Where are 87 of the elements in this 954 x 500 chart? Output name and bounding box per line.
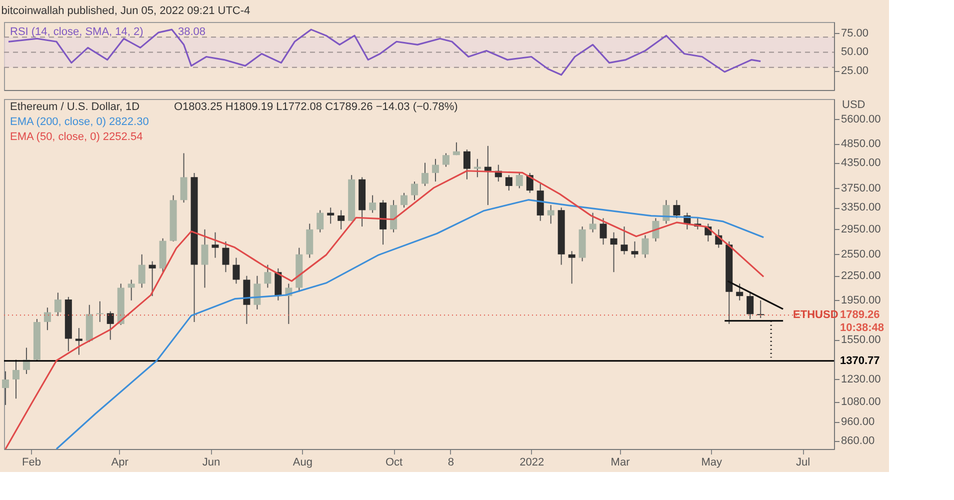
x-tick-label: Jul	[796, 456, 810, 468]
candlestick	[600, 218, 607, 246]
candlestick	[411, 181, 418, 201]
text: EMA (200, close, 0) 2822.30	[10, 116, 149, 128]
candlestick	[232, 257, 240, 284]
x-tick-label: May	[701, 456, 723, 468]
x-tick-label: Oct	[385, 456, 403, 468]
candlestick	[568, 250, 576, 284]
candlestick	[642, 234, 649, 258]
candlestick	[400, 192, 408, 208]
candlestick	[547, 204, 554, 224]
series-label: RSI (14, close, SMA, 14, 2)	[10, 26, 144, 38]
candlestick	[505, 174, 512, 192]
y-tick-label: 25.00	[841, 65, 869, 78]
x-tick-label: 8	[448, 456, 454, 468]
candlestick	[620, 226, 628, 255]
y-tick-label: 1080.00	[841, 396, 881, 408]
candlestick	[631, 240, 638, 258]
candlestick	[432, 158, 439, 182]
line-series	[8, 28, 762, 76]
y-tick-label: 960.00	[841, 416, 875, 428]
candlestick	[673, 200, 680, 219]
candlestick	[264, 264, 272, 288]
candlestick	[106, 310, 114, 340]
y-tick-label: 1950.00	[841, 294, 881, 306]
candlestick	[44, 307, 51, 331]
candlestick	[736, 283, 744, 301]
x-tick-label: 2022	[520, 456, 544, 468]
candlestick	[369, 194, 376, 214]
candlestick	[516, 172, 523, 189]
candlestick	[222, 240, 230, 273]
y-axis-title: USD	[842, 99, 866, 111]
y-tick-label: 50.00	[841, 46, 869, 58]
y-tick-label: 3350.00	[841, 202, 881, 214]
y-tick-label: 4850.00	[841, 138, 881, 150]
candlestick	[138, 254, 146, 288]
text: EMA (50, close, 0) 2252.54	[10, 131, 143, 143]
candlestick	[128, 279, 135, 301]
chart-title: Ethereum / U.S. Dollar, 1D	[10, 101, 140, 113]
candlestick	[12, 359, 20, 400]
candlestick	[652, 218, 660, 242]
candlestick	[201, 228, 208, 288]
candlestick	[75, 328, 82, 356]
y-tick-label: 75.00	[841, 27, 869, 40]
candlestick	[442, 152, 450, 168]
candlestick	[96, 300, 104, 322]
y-tick-label: 1550.00	[841, 334, 881, 346]
candlestick	[316, 210, 324, 233]
text: 10:38:48	[840, 322, 884, 334]
candlestick	[254, 275, 261, 310]
candlestick	[338, 210, 345, 230]
y-tick-label: 2250.00	[841, 270, 881, 282]
candlestick	[484, 145, 492, 206]
y-tick-label: 3750.00	[841, 182, 881, 194]
candlestick	[610, 232, 618, 273]
candlestick	[662, 200, 670, 224]
y-tick-label: 2950.00	[841, 223, 881, 236]
candlestick	[757, 300, 764, 318]
line-series	[4, 170, 764, 450]
candlestick	[589, 212, 596, 233]
x-tick-label: Aug	[292, 456, 312, 468]
ref-line-label: 1370.77	[840, 354, 880, 367]
x-tick-label: Mar	[610, 456, 630, 468]
y-tick-label: 1230.00	[841, 373, 881, 386]
candlestick	[180, 152, 188, 204]
line-series	[56, 199, 764, 450]
y-tick-label: 860.00	[841, 434, 875, 447]
candlestick	[463, 149, 470, 180]
candlestick	[2, 370, 9, 406]
candlestick	[452, 142, 460, 156]
y-tick-label: 5600.00	[841, 113, 881, 126]
y-tick-label: 4350.00	[841, 156, 881, 169]
x-tick-label: Apr	[111, 456, 129, 468]
candlestick	[212, 232, 219, 258]
x-tick-label: Jun	[202, 456, 220, 468]
x-tick-label: Feb	[22, 456, 41, 468]
ref-line-label: 1789.26	[840, 309, 880, 322]
text: bitcoinwallah published, Jun 05, 2022 09:21 UTC-4	[1, 5, 250, 17]
candlestick	[327, 207, 334, 224]
candlestick	[746, 291, 754, 320]
y-tick-label: 2550.00	[841, 248, 881, 260]
annotation: 38.08	[178, 26, 206, 38]
candlestick	[421, 162, 428, 186]
candlestick	[148, 260, 156, 297]
candlestick	[54, 292, 62, 317]
chart-subtitle: O1803.25 H1809.19 L1772.08 C1789.26 −14.03 (−0.78%)	[174, 101, 458, 113]
candlestick	[474, 158, 481, 178]
